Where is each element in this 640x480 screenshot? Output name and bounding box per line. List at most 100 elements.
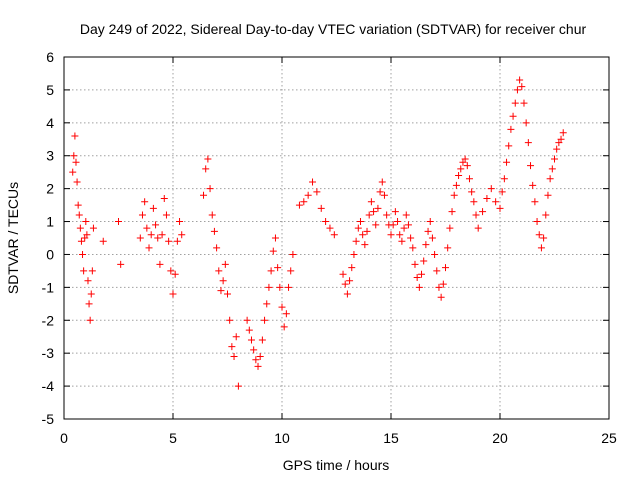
data-point bbox=[77, 237, 85, 245]
data-point bbox=[173, 237, 181, 245]
data-point bbox=[204, 155, 212, 163]
data-point bbox=[202, 165, 210, 173]
data-point bbox=[217, 287, 225, 295]
data-point bbox=[83, 231, 91, 239]
data-point bbox=[524, 139, 532, 147]
y-tick-label: 2 bbox=[46, 181, 54, 197]
data-point bbox=[433, 267, 441, 275]
data-point bbox=[254, 362, 262, 370]
data-point bbox=[352, 237, 360, 245]
data-point bbox=[200, 191, 208, 199]
data-point bbox=[356, 218, 364, 226]
data-point bbox=[418, 270, 426, 278]
data-point bbox=[271, 234, 279, 242]
data-point bbox=[372, 221, 380, 229]
data-points bbox=[69, 76, 567, 390]
data-point bbox=[280, 323, 288, 331]
data-point bbox=[546, 175, 554, 183]
data-point bbox=[330, 231, 338, 239]
data-point bbox=[527, 162, 535, 170]
data-point bbox=[79, 250, 87, 258]
data-point bbox=[507, 125, 515, 133]
data-point bbox=[289, 250, 297, 258]
data-point bbox=[72, 158, 80, 166]
data-point bbox=[533, 218, 541, 226]
data-point bbox=[472, 211, 480, 219]
data-point bbox=[138, 211, 146, 219]
data-point bbox=[535, 231, 543, 239]
data-point bbox=[178, 231, 186, 239]
data-point bbox=[559, 129, 567, 137]
y-tick-label: -4 bbox=[42, 378, 55, 394]
data-point bbox=[439, 280, 447, 288]
data-point bbox=[503, 158, 511, 166]
data-point bbox=[537, 244, 545, 252]
data-point bbox=[141, 198, 149, 206]
data-point bbox=[350, 250, 358, 258]
data-point bbox=[154, 234, 162, 242]
data-point bbox=[82, 218, 90, 226]
data-point bbox=[448, 208, 456, 216]
data-point bbox=[422, 241, 430, 249]
data-point bbox=[158, 231, 166, 239]
data-point bbox=[553, 145, 561, 153]
data-point bbox=[465, 175, 473, 183]
data-point bbox=[234, 382, 242, 390]
data-point bbox=[269, 247, 277, 255]
data-point bbox=[230, 352, 238, 360]
data-point bbox=[84, 277, 92, 285]
data-point bbox=[428, 234, 436, 242]
data-point bbox=[551, 155, 558, 163]
data-point bbox=[176, 218, 184, 226]
data-point bbox=[400, 224, 408, 232]
data-point bbox=[143, 224, 151, 232]
y-tick-label: 1 bbox=[46, 214, 54, 230]
data-point bbox=[407, 234, 415, 242]
data-point bbox=[149, 204, 157, 212]
axis-tick-labels: 0 5 10 15 20 25 -5 -4 -3 -2 -1 0 1 2 3 4 5 6 bbox=[42, 49, 617, 446]
data-point bbox=[383, 211, 391, 219]
data-point bbox=[463, 162, 471, 170]
data-point bbox=[213, 244, 221, 252]
data-point bbox=[380, 191, 388, 199]
data-point bbox=[208, 211, 216, 219]
data-point bbox=[99, 237, 107, 245]
data-point bbox=[505, 142, 513, 150]
plot-frame bbox=[63, 56, 610, 420]
data-point bbox=[557, 135, 565, 143]
y-tick-label: 5 bbox=[46, 82, 54, 98]
data-point bbox=[145, 244, 153, 252]
data-point bbox=[136, 234, 144, 242]
data-point bbox=[167, 267, 175, 275]
data-point bbox=[171, 270, 179, 278]
data-point bbox=[437, 293, 445, 301]
data-point bbox=[361, 241, 369, 249]
data-point bbox=[531, 198, 539, 206]
data-point bbox=[75, 211, 83, 219]
data-point bbox=[73, 178, 81, 186]
data-point bbox=[409, 244, 417, 252]
data-point bbox=[243, 316, 251, 324]
data-point bbox=[363, 227, 371, 235]
data-point bbox=[483, 195, 491, 203]
data-point bbox=[367, 198, 375, 206]
data-point bbox=[365, 211, 373, 219]
data-point bbox=[152, 221, 160, 229]
data-point bbox=[322, 218, 330, 226]
y-tick-label: -3 bbox=[42, 345, 55, 361]
data-point bbox=[74, 201, 82, 209]
data-point bbox=[376, 188, 384, 196]
data-point bbox=[226, 316, 234, 324]
data-point bbox=[285, 283, 293, 291]
data-point bbox=[411, 260, 419, 268]
data-point bbox=[215, 267, 223, 275]
y-tick-label: 0 bbox=[46, 246, 54, 262]
data-point bbox=[389, 221, 397, 229]
y-tick-label: 4 bbox=[46, 115, 54, 131]
data-point bbox=[263, 300, 271, 308]
data-point bbox=[420, 257, 428, 265]
x-tick-label: 5 bbox=[169, 430, 177, 446]
data-point bbox=[540, 234, 548, 242]
data-point bbox=[206, 185, 214, 193]
data-point bbox=[317, 204, 325, 212]
